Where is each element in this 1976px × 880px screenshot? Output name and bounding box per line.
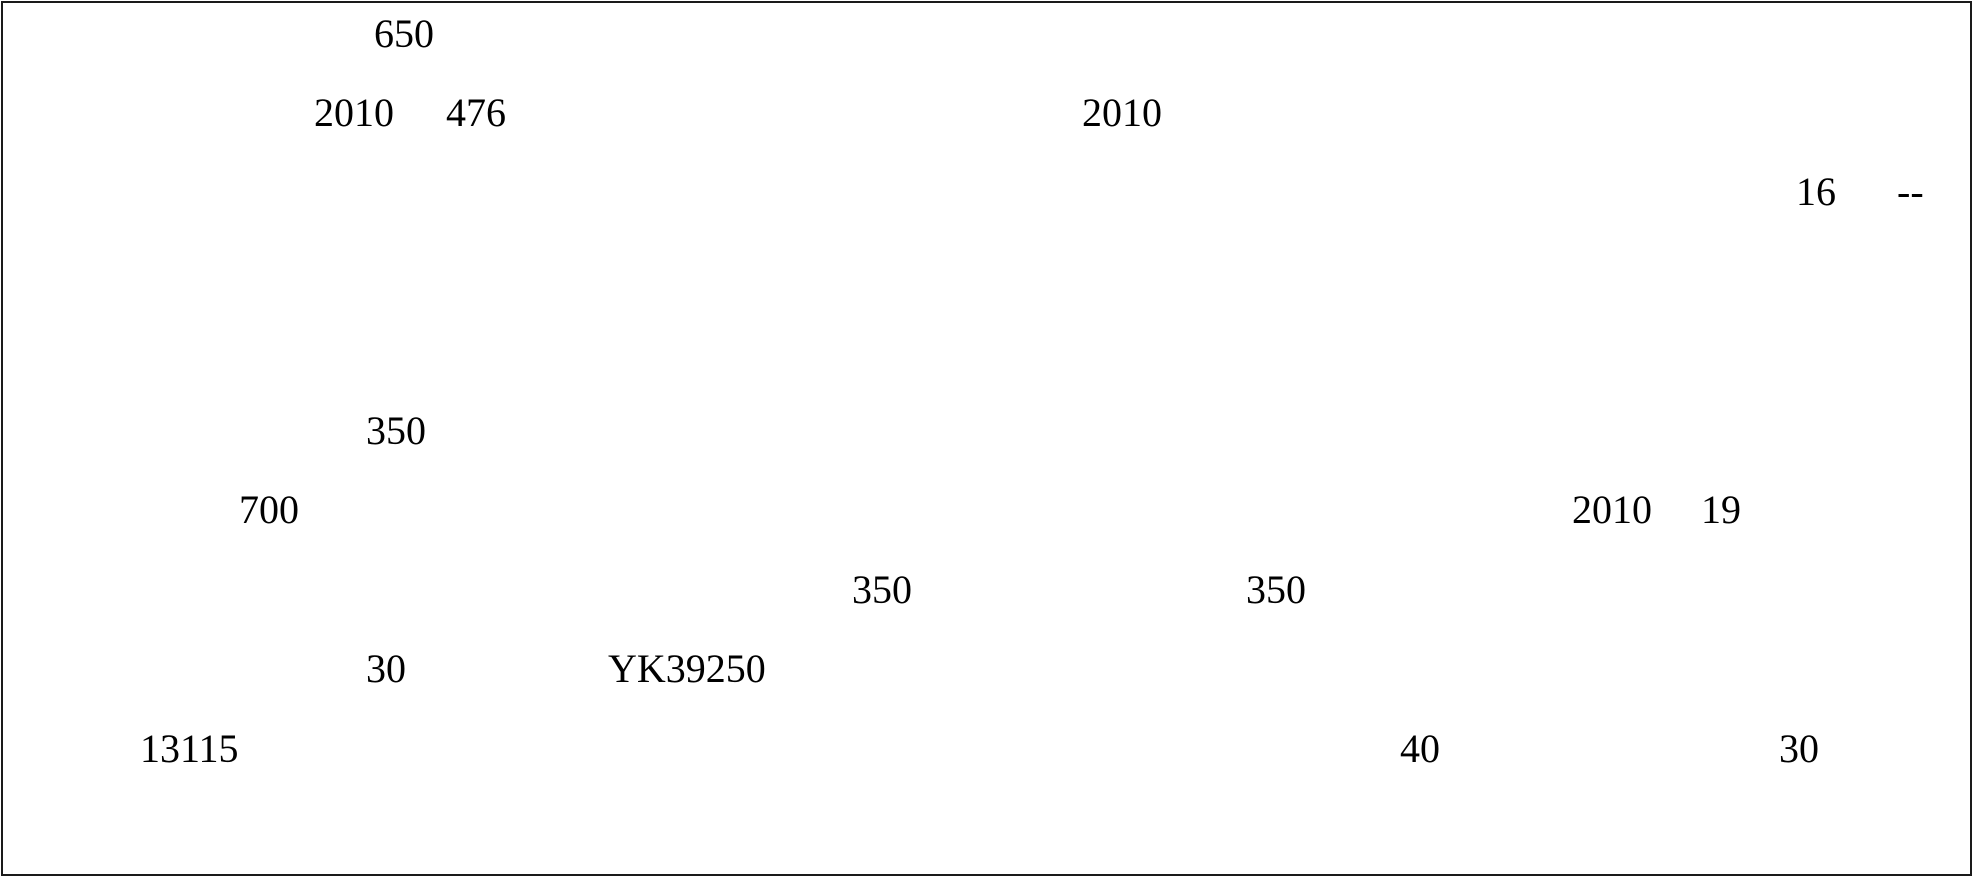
text-line-1: 650	[3, 6, 1970, 62]
text-fragment: 350	[1246, 567, 1306, 612]
text-line-3: 16 --	[3, 164, 1970, 220]
text-fragment: 30	[1779, 726, 1819, 771]
text-fragment: 350	[366, 408, 426, 453]
text-line-8: 13115 40 30	[3, 721, 1970, 777]
text-fragment: 700	[239, 487, 299, 532]
text-fragment: 350	[852, 567, 912, 612]
text-fragment: 476	[446, 90, 506, 135]
text-fragment: 2010	[1082, 90, 1162, 135]
text-fragment: 40	[1400, 726, 1440, 771]
text-fragment: 2010	[314, 90, 394, 135]
text-fragment: 19	[1701, 487, 1741, 532]
text-fragment: 16	[1796, 169, 1836, 214]
text-fragment: 2010	[1572, 487, 1652, 532]
text-fragment: 13115	[140, 726, 239, 771]
text-line-7: 30 YK39250	[3, 641, 1970, 697]
text-line-4: 350	[3, 403, 1970, 459]
text-fragment: 650	[374, 11, 434, 56]
text-line-6: 350 350	[3, 562, 1970, 618]
text-line-5: 700 2010 19	[3, 482, 1970, 538]
text-fragment: YK39250	[608, 646, 766, 691]
text-fragment: 30	[366, 646, 406, 691]
text-line-2: 2010 476 2010	[3, 85, 1970, 141]
text-fragment: --	[1897, 169, 1924, 214]
